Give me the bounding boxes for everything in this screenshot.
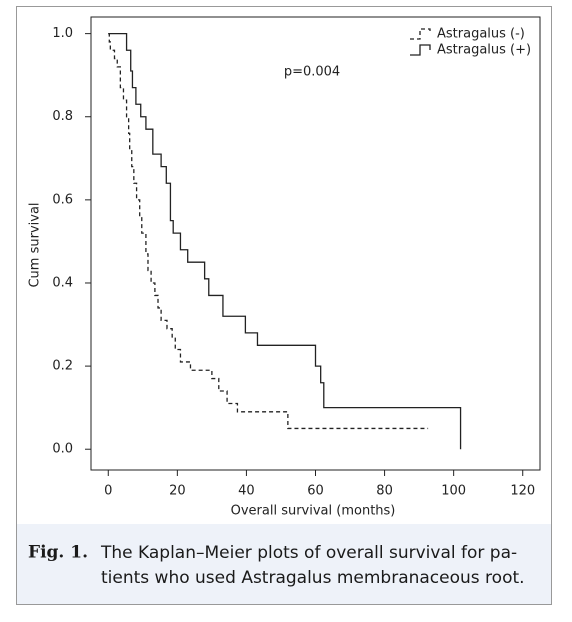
plot-frame bbox=[90, 16, 541, 471]
y-tick-label: 0.8 bbox=[52, 109, 73, 124]
y-tick-label: 0.0 bbox=[52, 442, 73, 457]
x-tick-label: 120 bbox=[510, 484, 535, 499]
x-tick-label: 80 bbox=[376, 484, 393, 499]
y-tick-label: 0.4 bbox=[52, 275, 73, 290]
caption-line: tients who used Astragalus membranaceous… bbox=[101, 568, 525, 588]
caption-line: The Kaplan–Meier plots of overall surviv… bbox=[100, 543, 517, 563]
x-tick-label: 0 bbox=[104, 484, 112, 499]
y-tick-label: 0.2 bbox=[52, 359, 73, 374]
x-tick-label: 60 bbox=[307, 484, 324, 499]
y-tick-label: 0.6 bbox=[52, 192, 73, 207]
x-tick-label: 20 bbox=[169, 484, 186, 499]
legend-swatch bbox=[410, 28, 431, 40]
survival-curve bbox=[108, 32, 429, 430]
x-axis-title: Overall survival (months) bbox=[231, 504, 396, 519]
survival-curve bbox=[108, 32, 462, 450]
x-tick-label: 40 bbox=[238, 484, 255, 499]
legend-label: Astragalus (+) bbox=[437, 43, 531, 58]
y-tick-label: 1.0 bbox=[52, 26, 73, 41]
figure-border bbox=[16, 6, 552, 605]
p-value: p=0.004 bbox=[284, 65, 340, 80]
legend-label: Astragalus (-) bbox=[437, 27, 525, 42]
caption-background bbox=[17, 524, 551, 604]
caption-label: Fig. 1. bbox=[28, 543, 88, 563]
y-axis-title: Cum survival bbox=[28, 202, 43, 287]
x-tick-label: 100 bbox=[441, 484, 466, 499]
legend-swatch bbox=[410, 44, 431, 56]
